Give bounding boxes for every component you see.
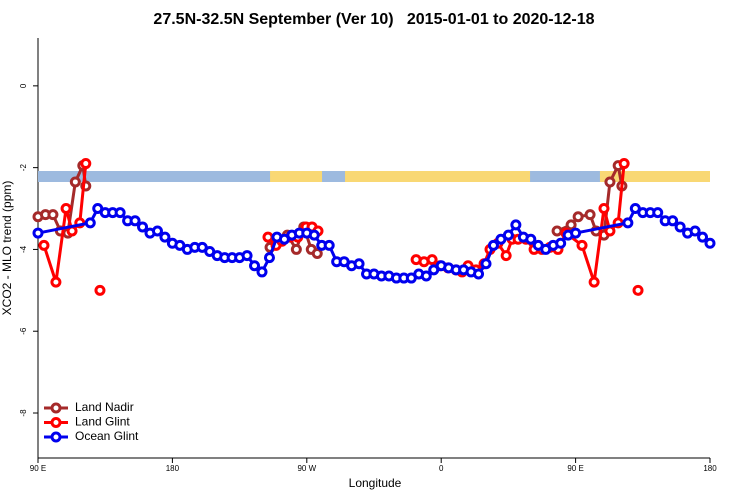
chart-title: 27.5N-32.5N September (Ver 10) 2015-01-0… xyxy=(153,11,594,28)
series-point xyxy=(480,258,492,270)
series-point xyxy=(256,266,268,278)
series-point xyxy=(500,250,512,262)
series-point xyxy=(69,176,81,188)
land-span xyxy=(345,171,531,182)
legend-label: Land Glint xyxy=(75,415,130,429)
series-point xyxy=(572,211,584,223)
series-point xyxy=(588,276,600,288)
x-tick-label: 180 xyxy=(703,464,717,473)
series-point xyxy=(420,270,432,282)
series-point xyxy=(241,250,253,262)
series-point xyxy=(570,227,582,239)
series-point xyxy=(622,217,634,229)
series-point xyxy=(353,258,365,270)
series-point xyxy=(473,268,485,280)
series-point xyxy=(618,158,630,170)
series-line xyxy=(42,163,88,283)
series-point xyxy=(249,260,261,272)
series-point xyxy=(323,239,335,251)
series-point xyxy=(565,219,577,231)
y-tick-label: -6 xyxy=(19,327,28,335)
land-span xyxy=(270,171,323,182)
series-point xyxy=(263,252,275,264)
series-point xyxy=(114,207,126,219)
series-point xyxy=(137,221,149,233)
series-point xyxy=(704,237,716,249)
x-tick-label: 0 xyxy=(439,464,444,473)
series-point xyxy=(290,243,302,255)
series-point xyxy=(667,215,679,227)
series-point xyxy=(311,248,323,260)
series-point xyxy=(576,239,588,251)
series-point xyxy=(50,276,62,288)
x-tick-label: 180 xyxy=(166,464,180,473)
series-point xyxy=(32,227,44,239)
legend-label: Ocean Glint xyxy=(75,429,139,443)
series-point xyxy=(551,225,563,237)
series-point xyxy=(38,239,50,251)
series-point xyxy=(584,209,596,221)
series-point xyxy=(525,233,537,245)
series-point xyxy=(502,229,514,241)
x-tick-label: 90 W xyxy=(297,464,316,473)
y-axis-label: XCO2 - MLO trend (ppm) xyxy=(0,181,14,316)
series-point xyxy=(604,176,616,188)
series-point xyxy=(674,221,686,233)
x-tick-label: 90 E xyxy=(567,464,583,473)
series-point xyxy=(80,158,92,170)
series-point xyxy=(426,254,438,266)
x-tick-label: 90 E xyxy=(30,464,46,473)
series-point xyxy=(510,219,522,231)
y-tick-label: -8 xyxy=(19,409,28,417)
series-point xyxy=(689,225,701,237)
series-point xyxy=(598,203,610,215)
legend-marker xyxy=(50,402,62,414)
legend-label: Land Nadir xyxy=(75,400,134,414)
land-span xyxy=(599,171,710,182)
legend-marker xyxy=(50,431,62,443)
x-axis-label: Longitude xyxy=(349,476,402,490)
series-point xyxy=(47,209,59,221)
series-point xyxy=(308,229,320,241)
series-point xyxy=(487,239,499,251)
y-tick-label: -4 xyxy=(19,245,28,253)
series-point xyxy=(84,217,96,229)
series-point xyxy=(60,203,72,215)
y-tick-label: 0 xyxy=(19,83,28,88)
series-point xyxy=(94,284,106,296)
series-point xyxy=(262,231,274,243)
series-point xyxy=(129,215,141,227)
y-tick-label: -2 xyxy=(19,164,28,172)
series-point xyxy=(555,237,567,249)
series-point xyxy=(652,207,664,219)
series-point xyxy=(151,225,163,237)
legend-marker xyxy=(50,417,62,428)
series-point xyxy=(697,231,709,243)
series-point xyxy=(159,231,171,243)
series-point xyxy=(632,284,644,296)
